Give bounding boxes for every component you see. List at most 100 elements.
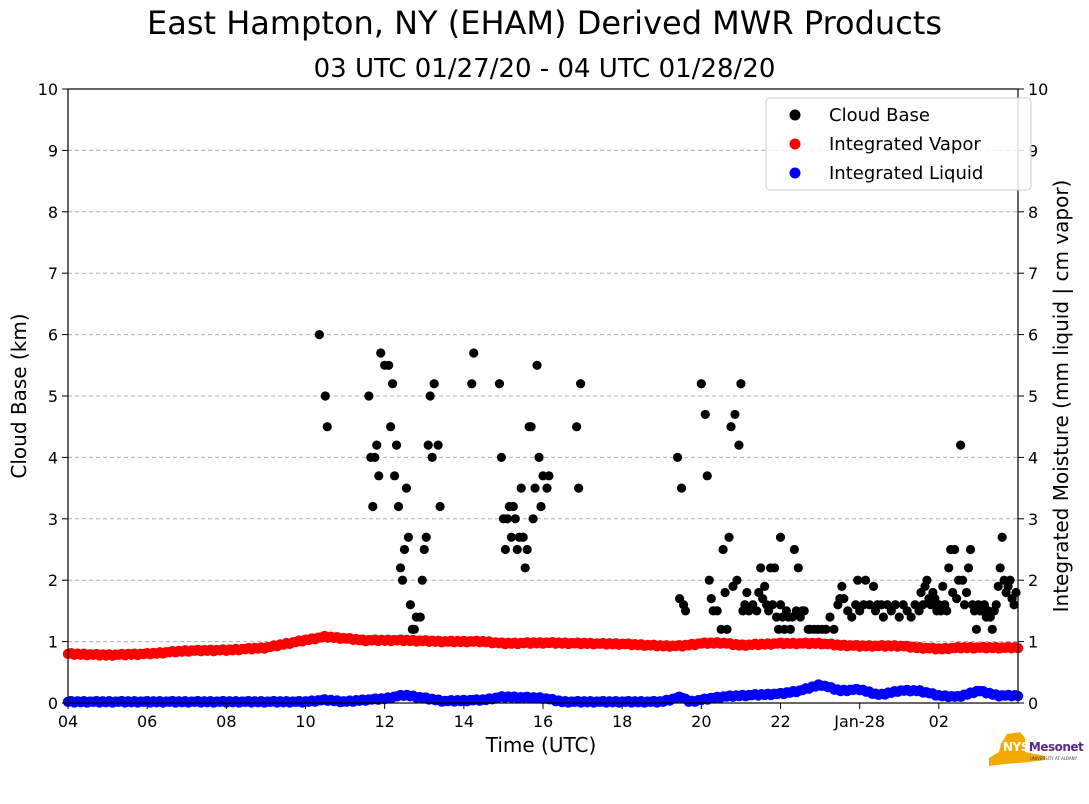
data-point (572, 422, 582, 432)
data-point (760, 581, 770, 591)
data-point (403, 532, 414, 542)
data-point (576, 379, 586, 389)
y-tick-label: 2 (48, 571, 58, 590)
data-point (518, 532, 528, 542)
data-point (861, 575, 871, 585)
data-point (993, 581, 1003, 591)
data-point (742, 587, 752, 598)
legend-marker (789, 167, 801, 179)
x-tick-label: 18 (612, 712, 632, 731)
x-tick-label: 14 (454, 712, 474, 731)
data-point (433, 440, 443, 450)
data-point (506, 532, 516, 542)
y-tick-label: 0 (48, 694, 58, 713)
y-axis-label: Cloud Base (km) (7, 313, 31, 478)
x-tick-label: 22 (770, 712, 790, 731)
data-point (1011, 587, 1021, 598)
legend-label: Integrated Liquid (829, 163, 983, 184)
data-point (864, 600, 875, 610)
data-point (724, 532, 734, 542)
data-point (789, 544, 799, 555)
x-tick-label: 08 (216, 712, 236, 731)
data-point (536, 501, 546, 512)
data-point (522, 544, 532, 555)
data-point (676, 483, 687, 493)
y-tick-label: 10 (38, 80, 58, 99)
y-tick-label: 4 (48, 448, 58, 467)
right-y-tick-label: 10 (1028, 80, 1048, 99)
data-point (775, 600, 786, 610)
data-point (730, 409, 740, 420)
y-tick-label: 1 (48, 633, 58, 652)
data-point (370, 452, 380, 462)
data-point (799, 606, 809, 616)
data-point (963, 563, 974, 573)
data-point (393, 501, 404, 512)
data-point (544, 471, 554, 481)
data-point (419, 544, 429, 555)
data-point (868, 581, 879, 591)
data-point (957, 575, 968, 585)
data-point (500, 544, 510, 555)
data-point (496, 452, 507, 462)
data-point (752, 606, 762, 616)
data-point (942, 606, 952, 616)
series-integrated-vapor (62, 630, 1024, 661)
logo-subtext: UNIVERSITY AT ALBANY (1030, 756, 1078, 761)
data-point (890, 600, 900, 610)
right-y-tick-label: 0 (1028, 694, 1038, 713)
data-point (423, 440, 433, 450)
data-point (672, 452, 683, 462)
series-cloud-base (314, 330, 1021, 634)
right-y-tick-label: 9 (1028, 141, 1038, 160)
data-point (387, 379, 398, 389)
data-point (520, 563, 530, 573)
data-point (793, 563, 803, 573)
data-point (542, 483, 552, 493)
x-tick-label: 10 (295, 712, 315, 731)
y-tick-label: 6 (48, 326, 58, 345)
data-point (965, 544, 976, 555)
legend-label: Cloud Base (829, 105, 930, 126)
data-point (722, 624, 732, 634)
data-point (322, 422, 332, 432)
data-point (372, 440, 382, 450)
data-point (510, 514, 520, 524)
data-point (508, 501, 518, 512)
data-point (734, 440, 744, 450)
y-tick-label: 7 (48, 264, 58, 283)
right-y-axis-label: Integrated Moisture (mm liquid | cm vapo… (1049, 180, 1073, 613)
right-y-tick-label: 3 (1028, 510, 1038, 529)
data-point (995, 563, 1005, 573)
chart-title: East Hampton, NY (EHAM) Derived MWR Prod… (146, 4, 942, 42)
right-y-tick-label: 6 (1028, 326, 1038, 345)
right-y-tick-label: 8 (1028, 203, 1038, 222)
data-point (435, 501, 445, 512)
data-point (386, 422, 396, 432)
x-tick-label: Jan-28 (833, 712, 885, 731)
data-point (397, 575, 408, 585)
data-point (736, 379, 746, 389)
legend-label: Integrated Vapor (829, 134, 981, 155)
data-point (956, 440, 966, 450)
data-point (494, 379, 505, 389)
data-point (922, 575, 932, 585)
data-point (1005, 575, 1015, 585)
data-point (950, 544, 960, 555)
data-point (944, 563, 954, 573)
x-tick-label: 06 (137, 712, 157, 731)
data-point (368, 501, 378, 512)
data-point (952, 594, 962, 604)
x-tick-label: 12 (374, 712, 394, 731)
data-point (516, 483, 526, 493)
data-point (878, 612, 889, 622)
right-y-tick-label: 5 (1028, 387, 1038, 406)
data-point (532, 360, 542, 370)
data-point (696, 379, 706, 389)
data-point (991, 600, 1001, 610)
data-point (825, 612, 835, 622)
data-point (425, 391, 435, 401)
data-point (1009, 600, 1019, 610)
